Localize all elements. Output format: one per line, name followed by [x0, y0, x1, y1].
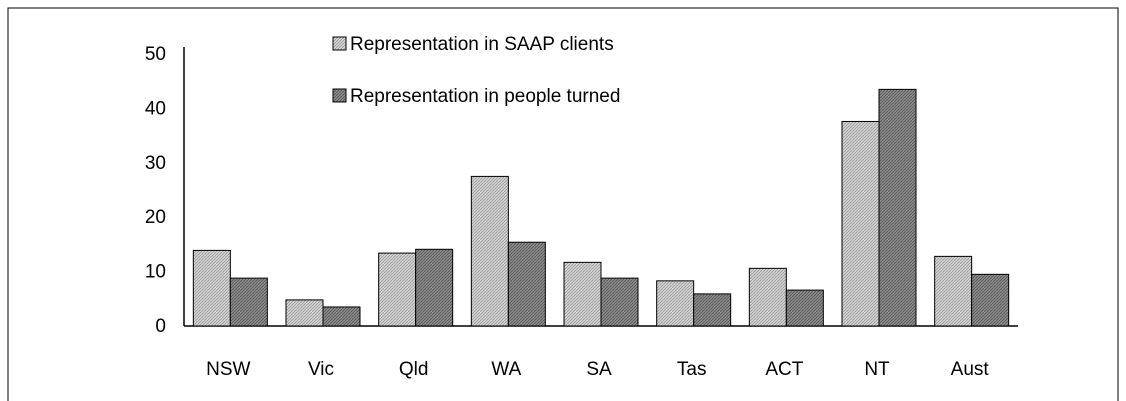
bar [971, 273, 1010, 327]
bar [563, 261, 602, 327]
y-tick-label: 30 [145, 153, 166, 174]
y-tick-label: 0 [155, 316, 166, 337]
y-tick-label: 10 [145, 262, 166, 283]
x-tick-label: Qld [399, 359, 429, 380]
bar [748, 267, 787, 327]
y-tick-label: 20 [145, 207, 166, 228]
bar [415, 248, 454, 327]
bar [934, 255, 973, 327]
y-tick-label: 40 [145, 98, 166, 119]
legend-swatch [332, 36, 347, 51]
x-tick-label: NT [864, 359, 890, 380]
x-tick-label: SA [586, 359, 612, 380]
legend-label: Representation in SAAP clients [350, 34, 614, 55]
bar [507, 241, 546, 327]
y-tick-label: 50 [145, 44, 166, 65]
bar [285, 299, 324, 327]
bar [470, 175, 509, 327]
bar [322, 306, 361, 327]
legend-label: Representation in people turned [350, 86, 620, 107]
bar [878, 88, 917, 327]
bar [229, 277, 268, 327]
x-tick-label: ACT [765, 359, 803, 380]
legend-swatch [332, 88, 347, 103]
bar [656, 280, 695, 327]
x-tick-label: Vic [308, 359, 334, 380]
bar [785, 289, 824, 327]
x-tick-label: NSW [206, 359, 250, 380]
x-tick-label: WA [491, 359, 521, 380]
bar [693, 293, 732, 327]
bar [378, 252, 417, 327]
bar [600, 277, 639, 327]
bar [192, 249, 231, 327]
x-tick-label: Aust [951, 359, 990, 380]
frame [7, 7, 1119, 401]
x-tick-label: Tas [677, 359, 707, 380]
bar [841, 120, 880, 327]
